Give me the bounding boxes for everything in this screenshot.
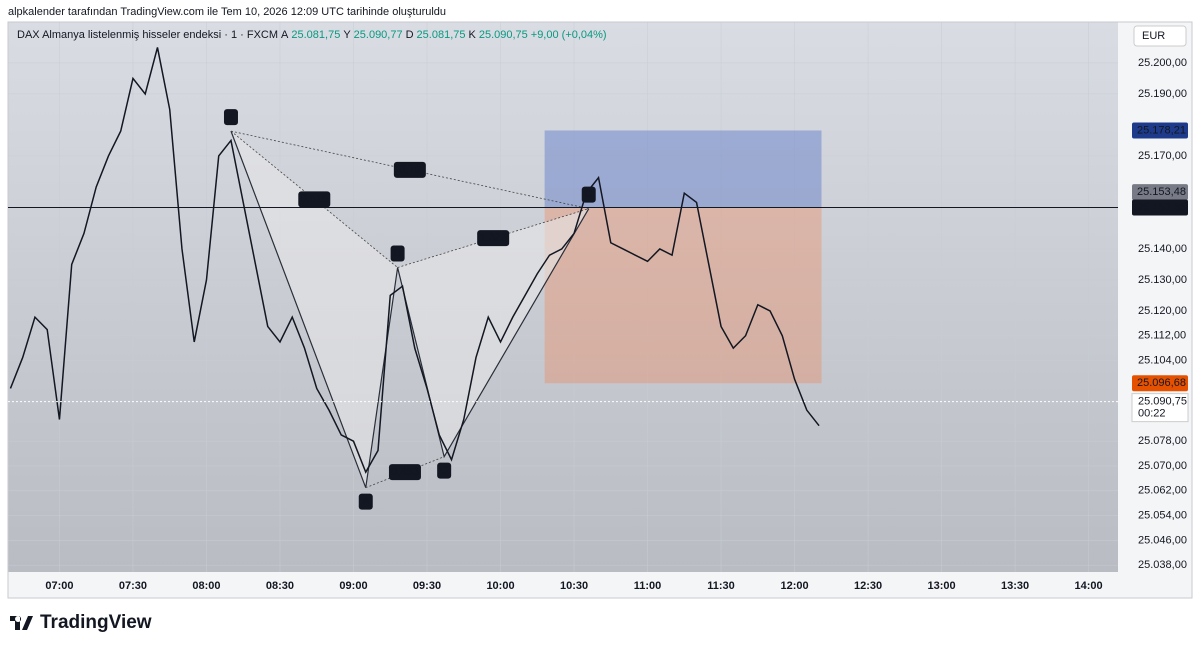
- price-badge: [1132, 122, 1188, 139]
- point-label: X: [227, 111, 235, 123]
- field-key: A: [281, 29, 289, 41]
- field-key: D: [406, 29, 414, 41]
- x-tick-label: 07:00: [45, 580, 73, 592]
- change: +9,00 (+0,04%): [531, 29, 607, 41]
- ratio-label: 0,79: [399, 164, 420, 176]
- point-label: B: [394, 247, 401, 259]
- point-badge: [223, 109, 238, 126]
- x-tick-label: 08:30: [266, 580, 294, 592]
- price-line: [9, 47, 820, 474]
- x-tick-label: 09:30: [413, 580, 441, 592]
- price-badge: [1132, 375, 1188, 392]
- field-value: 25.081,75: [417, 29, 466, 41]
- x-tick-label: 10:30: [560, 580, 588, 592]
- x-tick-label: 07:30: [119, 580, 147, 592]
- brand-logo: [10, 616, 33, 630]
- point-label: A: [362, 496, 370, 508]
- symbol: DAX Almanya listelenmiş hisseler endeksi…: [17, 29, 278, 41]
- point-badge: [390, 245, 405, 262]
- last-price-box: [1131, 393, 1189, 423]
- y-tick-label: 25.120,00: [1138, 305, 1187, 317]
- y-tick-label: 25.190,00: [1138, 88, 1187, 100]
- field-key: K: [468, 29, 476, 41]
- point-label: C: [440, 465, 448, 477]
- field-value: 25.090,77: [354, 29, 403, 41]
- y-tick-label: 25.046,00: [1138, 534, 1187, 546]
- y-tick-label: 25.130,00: [1138, 274, 1187, 286]
- ratio-label: 0,619: [301, 193, 329, 205]
- y-tick-label: 25.140,00: [1138, 243, 1187, 255]
- ratio-line: [397, 208, 589, 268]
- y-tick-label: 25.104,00: [1138, 354, 1187, 366]
- x-tick-label: 13:00: [928, 580, 956, 592]
- y-tick-label: 25.038,00: [1138, 559, 1187, 571]
- legend: DAX Almanya listelenmiş hisseler endeksi…: [17, 29, 607, 41]
- currency-button[interactable]: [1133, 25, 1187, 47]
- plot-bg: [8, 22, 1118, 572]
- field-value: 25.081,75: [291, 29, 340, 41]
- point-label: D: [585, 189, 593, 201]
- y-tick-label: 25.054,00: [1138, 509, 1187, 521]
- frame: [7, 21, 1193, 599]
- ratio-badge: [298, 191, 331, 208]
- x-tick-label: 10:00: [486, 580, 514, 592]
- x-tick-label: 12:30: [854, 580, 882, 592]
- point-badge: [437, 462, 452, 479]
- pattern-fill: [397, 208, 589, 457]
- price-badge-label: 25.153,35: [1137, 201, 1186, 213]
- y-tick-label: 25.170,00: [1138, 150, 1187, 162]
- ratio-label: 0,853: [391, 466, 419, 478]
- header-title: alpkalender tarafından TradingView.com i…: [8, 6, 446, 18]
- field-key: Y: [343, 29, 351, 41]
- currency: EUR: [1142, 30, 1165, 42]
- last-price-label: 25.090,75: [1138, 396, 1187, 408]
- ratio-badge: [477, 230, 510, 247]
- brand: TradingView: [40, 612, 152, 633]
- x-tick-label: 11:30: [707, 580, 735, 592]
- price-badge-label: 25.178,21: [1137, 124, 1186, 136]
- y-tick-label: 25.200,00: [1138, 57, 1187, 69]
- stop-zone: [544, 207, 822, 384]
- point-badge: [358, 493, 373, 510]
- price-badge: [1132, 199, 1188, 216]
- ratio-line: [230, 130, 589, 210]
- ratio-badge: [388, 464, 421, 481]
- countdown: 00:22: [1138, 408, 1166, 420]
- price-badge-label: 25.153,48: [1137, 186, 1186, 198]
- ratio-badge: [393, 161, 426, 178]
- time-axis-bg: [8, 572, 1192, 598]
- price-badge: [1132, 184, 1188, 201]
- x-tick-label: 14:00: [1075, 580, 1103, 592]
- x-tick-label: 09:00: [339, 580, 367, 592]
- field-value: 25.090,75: [479, 29, 528, 41]
- pattern-fill: [230, 131, 398, 488]
- x-tick-label: 08:00: [192, 580, 220, 592]
- y-tick-label: 25.062,00: [1138, 485, 1187, 497]
- point-badge: [581, 186, 596, 203]
- y-tick-label: 25.078,00: [1138, 435, 1187, 447]
- y-tick-label: 25.112,00: [1138, 330, 1186, 342]
- x-tick-label: 12:00: [780, 580, 808, 592]
- x-tick-label: 11:00: [634, 580, 662, 592]
- x-tick-label: 13:30: [1001, 580, 1029, 592]
- ratio-label: 1,323: [479, 232, 507, 244]
- price-axis-bg: [1118, 22, 1192, 572]
- y-tick-label: 25.070,00: [1138, 460, 1187, 472]
- price-badge-label: 25.096,68: [1137, 377, 1186, 389]
